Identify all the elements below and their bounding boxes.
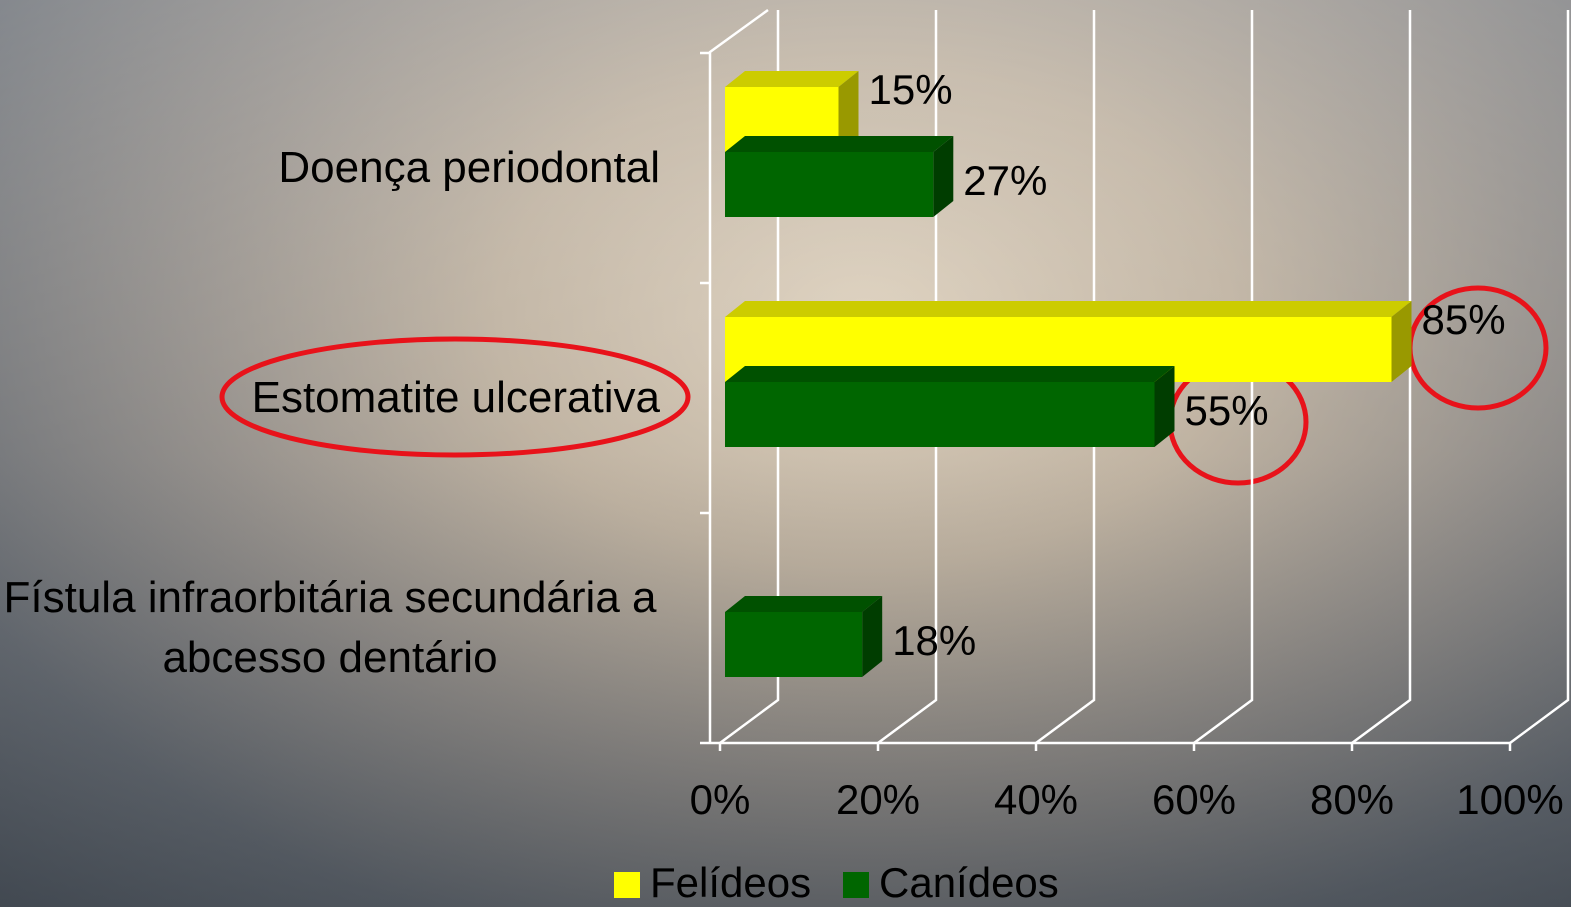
legend-swatch <box>843 872 869 898</box>
bar <box>725 301 1412 382</box>
value-label: 18% <box>892 617 976 664</box>
bar-top <box>725 596 883 612</box>
bar <box>725 366 1175 447</box>
bar-top <box>725 366 1175 382</box>
bar-top <box>725 136 954 152</box>
bar <box>725 71 859 152</box>
bar-top <box>725 71 859 87</box>
bar-front <box>725 152 934 217</box>
value-label: 55% <box>1185 387 1269 434</box>
category-label: Fístula infraorbitária secundária a abce… <box>3 573 657 682</box>
legend-swatch <box>614 872 640 898</box>
bar-side <box>1154 366 1175 447</box>
category-label: Estomatite ulcerativa <box>251 373 660 422</box>
bar-side <box>933 136 954 217</box>
value-label: 27% <box>963 157 1047 204</box>
bar <box>725 136 954 217</box>
x-tick-label: 60% <box>1152 776 1236 823</box>
grid-line <box>1193 10 1254 745</box>
value-label: 15% <box>869 66 953 113</box>
bar-front <box>725 382 1155 447</box>
highlight-ellipse <box>219 336 691 458</box>
grid-line <box>1035 10 1096 745</box>
bar-front <box>725 612 863 677</box>
grid-line <box>1351 10 1412 745</box>
x-tick-label: 20% <box>836 776 920 823</box>
grid-line <box>719 10 780 745</box>
bar-front <box>725 87 839 152</box>
bar-side <box>838 71 859 152</box>
x-tick-label: 80% <box>1310 776 1394 823</box>
legend-label: Canídeos <box>879 859 1059 906</box>
grid-line <box>1509 10 1570 745</box>
legend-label: Felídeos <box>650 859 811 906</box>
value-label: 85% <box>1422 296 1506 343</box>
bar <box>725 596 883 677</box>
bar-top <box>725 301 1412 317</box>
bar-side <box>862 596 883 677</box>
bar-front <box>725 317 1392 382</box>
x-tick-label: 100% <box>1456 776 1563 823</box>
bar-side <box>1391 301 1412 382</box>
category-label: Doença periodontal <box>278 143 660 192</box>
x-tick-label: 0% <box>690 776 751 823</box>
x-tick-label: 40% <box>994 776 1078 823</box>
grid-line <box>877 10 938 745</box>
